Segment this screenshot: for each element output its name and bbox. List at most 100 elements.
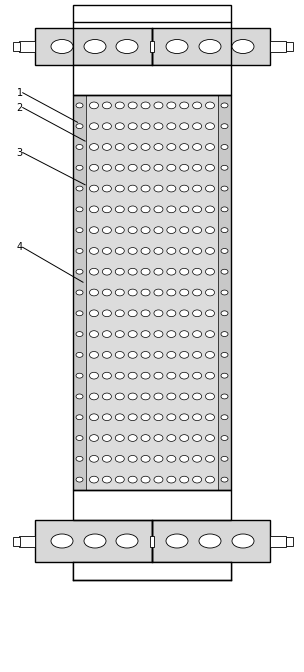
- Ellipse shape: [128, 476, 137, 483]
- Ellipse shape: [206, 331, 215, 337]
- Ellipse shape: [180, 247, 189, 254]
- Ellipse shape: [141, 414, 150, 421]
- Bar: [286, 536, 293, 546]
- Ellipse shape: [154, 435, 163, 442]
- Ellipse shape: [154, 144, 163, 151]
- Ellipse shape: [76, 456, 83, 461]
- Ellipse shape: [51, 40, 73, 54]
- Bar: [152, 28, 270, 65]
- Ellipse shape: [128, 351, 137, 358]
- Ellipse shape: [141, 331, 150, 337]
- Ellipse shape: [141, 102, 150, 109]
- Ellipse shape: [89, 247, 98, 254]
- Ellipse shape: [221, 352, 228, 358]
- Ellipse shape: [89, 372, 98, 379]
- Ellipse shape: [167, 144, 176, 151]
- Ellipse shape: [180, 165, 189, 171]
- Ellipse shape: [84, 534, 106, 548]
- Ellipse shape: [167, 351, 176, 358]
- Ellipse shape: [141, 226, 150, 233]
- Ellipse shape: [89, 435, 98, 442]
- Ellipse shape: [154, 185, 163, 192]
- Ellipse shape: [180, 310, 189, 317]
- Ellipse shape: [180, 435, 189, 442]
- Ellipse shape: [141, 144, 150, 151]
- Ellipse shape: [206, 268, 215, 275]
- Ellipse shape: [193, 102, 202, 109]
- Ellipse shape: [84, 40, 106, 54]
- Ellipse shape: [221, 269, 228, 274]
- Ellipse shape: [102, 310, 111, 317]
- Ellipse shape: [76, 144, 83, 149]
- Text: 4: 4: [17, 243, 23, 252]
- Ellipse shape: [206, 289, 215, 296]
- Bar: [73, 65, 231, 95]
- Ellipse shape: [221, 477, 228, 482]
- Ellipse shape: [141, 165, 150, 171]
- Bar: [73, 95, 86, 490]
- Ellipse shape: [166, 534, 188, 548]
- Bar: [270, 41, 286, 52]
- Ellipse shape: [199, 534, 221, 548]
- Bar: [73, 5, 231, 22]
- Ellipse shape: [89, 144, 98, 151]
- Ellipse shape: [115, 393, 124, 400]
- Ellipse shape: [115, 165, 124, 171]
- Ellipse shape: [89, 185, 98, 192]
- Ellipse shape: [141, 435, 150, 442]
- Ellipse shape: [76, 186, 83, 191]
- Ellipse shape: [89, 102, 98, 109]
- Ellipse shape: [102, 351, 111, 358]
- Ellipse shape: [128, 393, 137, 400]
- Ellipse shape: [167, 102, 176, 109]
- Ellipse shape: [89, 351, 98, 358]
- Ellipse shape: [154, 247, 163, 254]
- Ellipse shape: [154, 206, 163, 213]
- Ellipse shape: [166, 40, 188, 54]
- Ellipse shape: [141, 372, 150, 379]
- Ellipse shape: [154, 351, 163, 358]
- Ellipse shape: [206, 351, 215, 358]
- Ellipse shape: [115, 226, 124, 233]
- Ellipse shape: [167, 123, 176, 130]
- Ellipse shape: [199, 40, 221, 54]
- Ellipse shape: [154, 165, 163, 171]
- Ellipse shape: [180, 289, 189, 296]
- Ellipse shape: [154, 331, 163, 337]
- Ellipse shape: [167, 372, 176, 379]
- Ellipse shape: [221, 186, 228, 191]
- Ellipse shape: [221, 435, 228, 440]
- Ellipse shape: [76, 373, 83, 378]
- Ellipse shape: [193, 123, 202, 130]
- Ellipse shape: [89, 289, 98, 296]
- Ellipse shape: [51, 534, 73, 548]
- Ellipse shape: [76, 352, 83, 358]
- Ellipse shape: [76, 331, 83, 337]
- Ellipse shape: [221, 415, 228, 420]
- Ellipse shape: [154, 456, 163, 462]
- Ellipse shape: [116, 40, 138, 54]
- Ellipse shape: [102, 456, 111, 462]
- Bar: [152, 520, 270, 562]
- Ellipse shape: [193, 331, 202, 337]
- Ellipse shape: [180, 268, 189, 275]
- Ellipse shape: [76, 124, 83, 128]
- Ellipse shape: [141, 185, 150, 192]
- Ellipse shape: [102, 206, 111, 213]
- Ellipse shape: [154, 372, 163, 379]
- Ellipse shape: [221, 228, 228, 233]
- Ellipse shape: [89, 310, 98, 317]
- Ellipse shape: [128, 123, 137, 130]
- Ellipse shape: [89, 476, 98, 483]
- Ellipse shape: [167, 247, 176, 254]
- Ellipse shape: [206, 372, 215, 379]
- Ellipse shape: [154, 268, 163, 275]
- Ellipse shape: [206, 435, 215, 442]
- Bar: [218, 95, 231, 490]
- Ellipse shape: [180, 185, 189, 192]
- Ellipse shape: [232, 40, 254, 54]
- Ellipse shape: [193, 372, 202, 379]
- Ellipse shape: [167, 289, 176, 296]
- Ellipse shape: [221, 373, 228, 378]
- Ellipse shape: [206, 144, 215, 151]
